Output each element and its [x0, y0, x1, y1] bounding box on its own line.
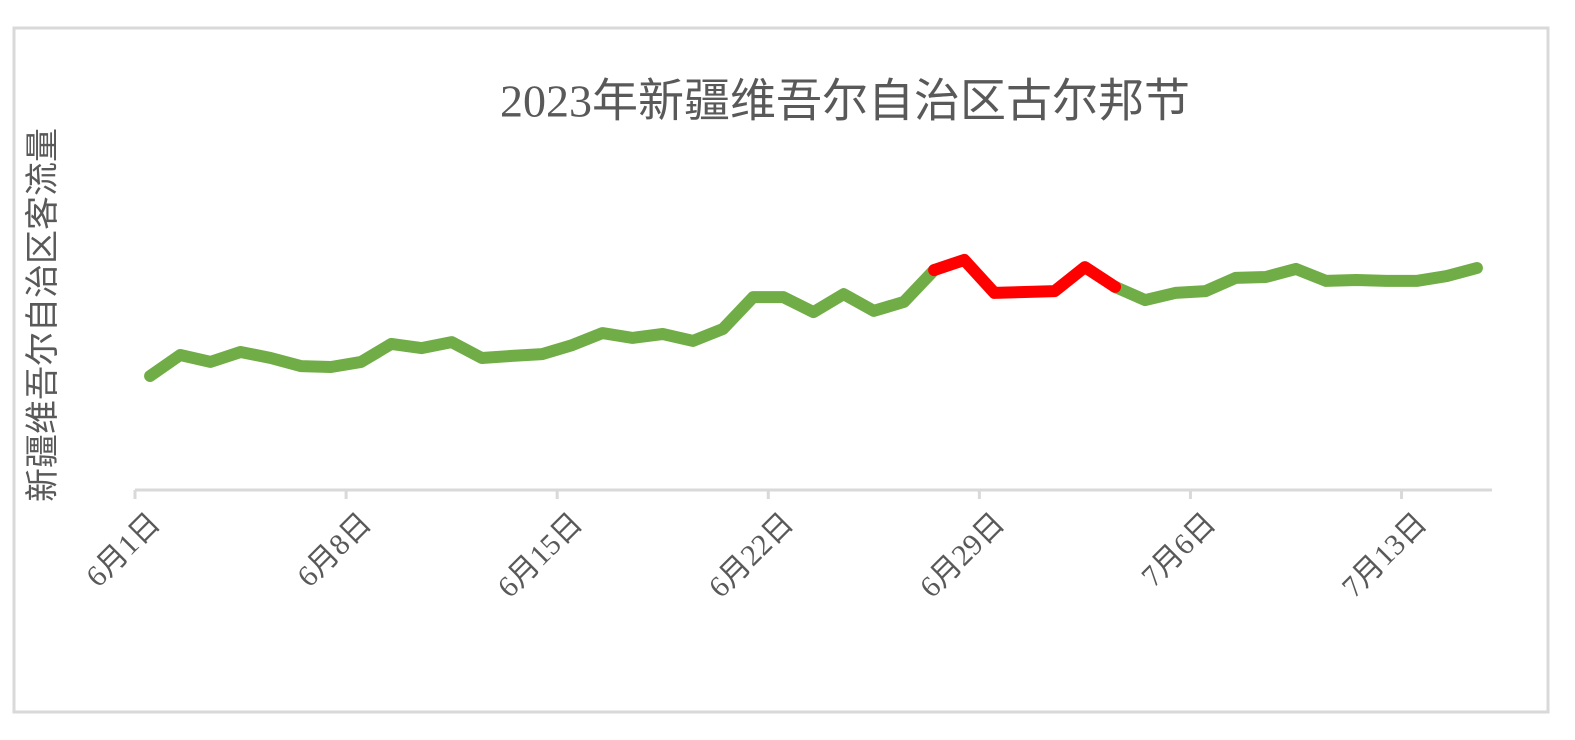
series-line [928, 253, 1122, 299]
series-line [1109, 262, 1483, 307]
y-axis-label: 新疆维吾尔自治区客流量 [24, 128, 62, 502]
chart-title: 2023年新疆维吾尔自治区古尔邦节 [500, 76, 1190, 127]
series-line [144, 264, 941, 382]
chart-frame [12, 26, 1550, 714]
